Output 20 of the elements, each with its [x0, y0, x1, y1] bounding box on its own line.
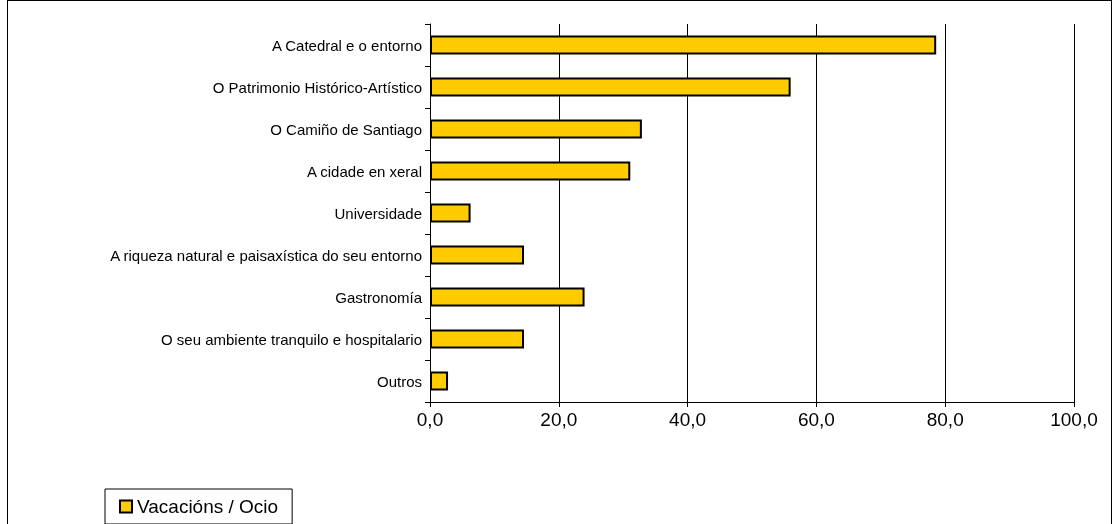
y-tick-label: Universidade [334, 204, 422, 222]
x-tick-label: 100,0 [1050, 409, 1098, 430]
bar [430, 203, 471, 223]
y-tick-label: A Catedral e o entorno [271, 36, 422, 54]
x-tick-label: 40,0 [669, 409, 707, 430]
y-tick-label: A cidade en xeral [306, 162, 422, 180]
y-tick-label: Outros [376, 372, 422, 390]
y-tick-label: O Camiño de Santiago [270, 120, 422, 138]
x-tick-label: 20,0 [540, 409, 578, 430]
y-tick-label: A riqueza natural e paisaxística do seu entorno [110, 246, 422, 264]
x-tick-label: 60,0 [797, 409, 835, 430]
bar [430, 329, 525, 349]
x-tick-label: 0,0 [416, 409, 444, 430]
y-tick-label: O seu ambiente tranquilo e hospitalario [161, 330, 422, 348]
x-tick-label: 80,0 [926, 409, 964, 430]
y-tick-label: O Patrimonio Histórico-Artístico [212, 78, 422, 96]
legend-label: Vacacións / Ocio [137, 496, 279, 517]
bar [430, 371, 449, 391]
y-tick-label: Gastronomía [335, 288, 423, 306]
bar [430, 245, 525, 265]
